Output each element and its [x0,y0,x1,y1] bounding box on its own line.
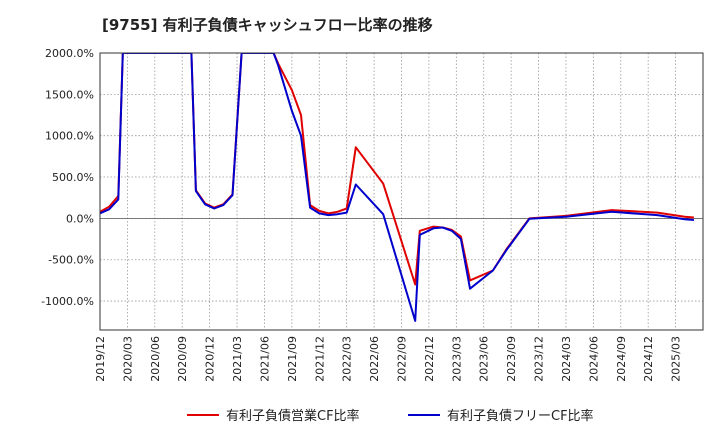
y-tick-label: 1000.0% [45,130,94,143]
series-line-free-cf [100,53,694,322]
x-tick-label: 2020/09 [176,336,189,382]
x-tick-label: 2025/03 [670,336,683,382]
x-tick-label: 2022/09 [396,336,409,382]
y-tick-label: 0.0% [66,212,94,225]
y-tick-label: 1500.0% [45,88,94,101]
x-tick-label: 2024/12 [642,336,655,382]
x-tick-label: 2020/03 [121,336,134,382]
y-tick-label: -1000.0% [41,295,94,308]
plot-border [99,52,704,331]
x-tick-label: 2022/06 [368,336,381,382]
x-tick-label: 2019/12 [94,336,107,382]
x-tick-label: 2024/03 [560,336,573,382]
x-tick-label: 2024/06 [587,336,600,382]
y-axis: -1000.0% -500.0% 0.0% 500.0% 1000.0% 1500.0% 2… [41,47,94,308]
legend-label-free-cf: 有利子負債フリーCF比率 [447,408,594,424]
legend-label-operating-cf: 有利子負債営業CF比率 [226,408,360,424]
x-tick-label: 2021/09 [286,336,299,382]
x-tick-label: 2020/12 [204,336,217,382]
y-tick-label: 2000.0% [45,47,94,60]
x-tick-label: 2021/03 [231,336,244,382]
y-tick-label: -500.0% [48,254,94,267]
x-tick-label: 2022/03 [341,336,354,382]
x-tick-label: 2024/09 [615,336,628,382]
x-tick-label: 2023/09 [505,336,518,382]
chart-title: [9755] 有利子負債キャッシュフロー比率の推移 [102,16,433,34]
x-tick-label: 2021/12 [313,336,326,382]
series-layer [100,53,694,322]
x-tick-label: 2021/06 [258,336,271,382]
x-tick-label: 2020/06 [149,336,162,382]
x-axis: 2019/12 2020/03 2020/06 2020/09 2020/12 2021/… [94,336,683,382]
x-tick-label: 2023/12 [533,336,546,382]
x-tick-label: 2023/03 [450,336,463,382]
x-tick-label: 2023/06 [478,336,491,382]
legend: 有利子負債営業CF比率 有利子負債フリーCF比率 [187,408,594,424]
y-tick-label: 500.0% [52,171,94,184]
x-tick-label: 2022/12 [423,336,436,382]
